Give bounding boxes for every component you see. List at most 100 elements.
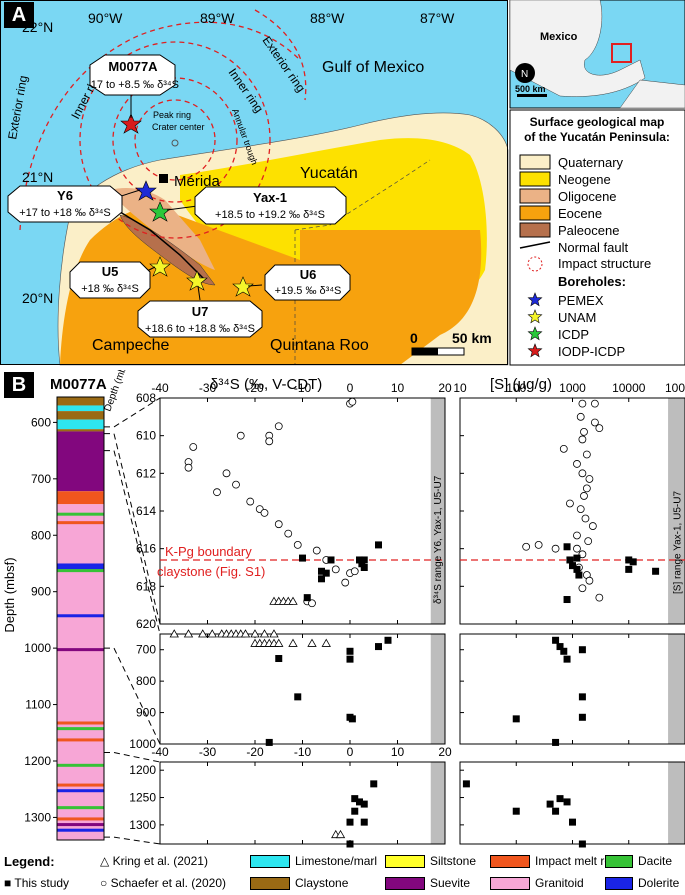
schaefer-point <box>576 505 585 514</box>
legend-lithology: Limestone/marl <box>250 854 377 869</box>
this-study-point <box>552 807 560 815</box>
schaefer-point <box>246 497 255 506</box>
svg-text:Surface geological map: Surface geological map <box>530 115 665 129</box>
lithology-layer <box>57 569 104 573</box>
lithology-layer <box>57 566 104 570</box>
lithology-layer <box>57 817 104 821</box>
kring-point <box>183 629 194 638</box>
lithology-layer <box>57 721 104 725</box>
north-arrow-icon: N <box>521 69 528 80</box>
schaefer-point <box>189 443 198 451</box>
borehole-star-icon <box>527 292 543 307</box>
this-study-point <box>569 818 576 826</box>
borehole-star-icon <box>527 309 543 324</box>
lithology-layer <box>57 738 104 742</box>
this-study-point <box>370 780 378 788</box>
legend-geology-label: Quaternary <box>558 155 624 170</box>
core-column <box>56 396 105 841</box>
core-tick-label: 900 <box>31 585 51 599</box>
lithology-layer <box>57 521 104 525</box>
core-tick-label: 700 <box>31 472 51 486</box>
inset-country-label: Mexico <box>540 31 578 43</box>
kring-point <box>269 629 279 638</box>
svg-text:+17 to +18 ‰ δ³⁴S: +17 to +18 ‰ δ³⁴S <box>19 207 111 219</box>
this-study-point <box>578 693 586 701</box>
oligocene-area <box>110 188 215 270</box>
this-study-point <box>384 636 392 644</box>
inset-map: Mexico N 500 km <box>509 0 685 109</box>
schaefer-point <box>284 529 293 538</box>
core-title: M0077A <box>50 376 107 393</box>
legend-lithology: Claystone <box>250 876 348 891</box>
schaefer-point <box>576 412 585 421</box>
this-study-point <box>512 807 520 815</box>
kring-point <box>288 596 298 605</box>
this-study-point <box>560 647 568 655</box>
kring-point <box>259 629 270 638</box>
schaefer-point <box>559 444 568 453</box>
x-tick-label: 10 <box>391 745 405 759</box>
x-tick-label: -40 <box>151 745 169 759</box>
chart-frame <box>159 633 446 745</box>
schaefer-point <box>534 540 543 549</box>
lithology-layer <box>57 823 104 827</box>
lithology-layer <box>57 789 104 793</box>
reference-range-band <box>430 634 445 744</box>
schaefer-point <box>578 399 587 408</box>
this-study-point <box>546 800 554 808</box>
kring-point <box>250 629 260 638</box>
merida-label: Mérida <box>174 173 221 190</box>
normal-fault-label: Normal fault <box>558 240 628 255</box>
lithology-unit <box>57 491 104 505</box>
x-tick-label: -10 <box>294 745 312 759</box>
schaefer-point <box>580 428 588 436</box>
x-tick-label: 0 <box>347 745 354 759</box>
y-tick-label: 612 <box>136 466 156 480</box>
core-frame <box>56 396 105 841</box>
square-icon: ■ <box>4 876 15 890</box>
chart-frame <box>159 761 446 845</box>
chart-frame <box>159 397 446 625</box>
lithology-layer <box>57 783 104 787</box>
kpg-label: K-Pg boundary <box>165 544 252 559</box>
svg-text:88°W: 88°W <box>310 10 345 26</box>
this-study-point <box>625 556 633 564</box>
schaefer-point <box>222 469 231 478</box>
schaefer-point <box>312 546 321 555</box>
schaefer-point <box>350 567 359 576</box>
this-study-point <box>578 713 586 721</box>
core-ticks: 600 700 800 900 1000 1100 1200 1300 <box>24 415 57 824</box>
core-axis-label: Depth (mbsf) <box>2 557 17 632</box>
borehole-legend-label: ICDP <box>558 327 589 342</box>
schaefer-point <box>274 520 283 529</box>
quintana-roo-label: Quintana Roo <box>270 337 369 354</box>
this-study-point <box>563 543 571 551</box>
svg-text:0: 0 <box>410 330 418 346</box>
x-tick-label: 100 <box>506 381 526 395</box>
lithology-unit <box>57 397 104 406</box>
legend-geology-label: Neogene <box>558 172 611 187</box>
lithology-layer <box>57 614 104 618</box>
y-tick-label: 1200 <box>129 763 156 777</box>
borehole-u6 <box>232 276 254 297</box>
legend-this-study: ■ This study <box>4 876 70 890</box>
kring-point <box>198 629 208 638</box>
y-tick-label: 614 <box>136 504 156 518</box>
this-study-point <box>356 798 363 806</box>
schaefer-point <box>331 565 340 574</box>
map-scalebar: 0 50 km <box>410 330 492 356</box>
x-tick-label: 0 <box>347 381 354 395</box>
this-study-point <box>294 693 302 701</box>
borehole-y6 <box>135 180 157 201</box>
kring-point <box>274 638 284 647</box>
x-tick-label: 20 <box>438 381 452 395</box>
x-tick-label: 10 <box>391 381 405 395</box>
svg-text:+19.5 ‰ δ³⁴S: +19.5 ‰ δ³⁴S <box>275 285 342 297</box>
lithology-swatch <box>490 855 530 869</box>
legend-lithology: Granitoid <box>490 876 584 891</box>
schaefer-point <box>573 531 581 540</box>
this-study-point <box>566 556 574 564</box>
x-tick-label: -30 <box>199 745 217 759</box>
borehole-legend-label: PEMEX <box>558 293 604 308</box>
this-study-point <box>573 554 581 562</box>
